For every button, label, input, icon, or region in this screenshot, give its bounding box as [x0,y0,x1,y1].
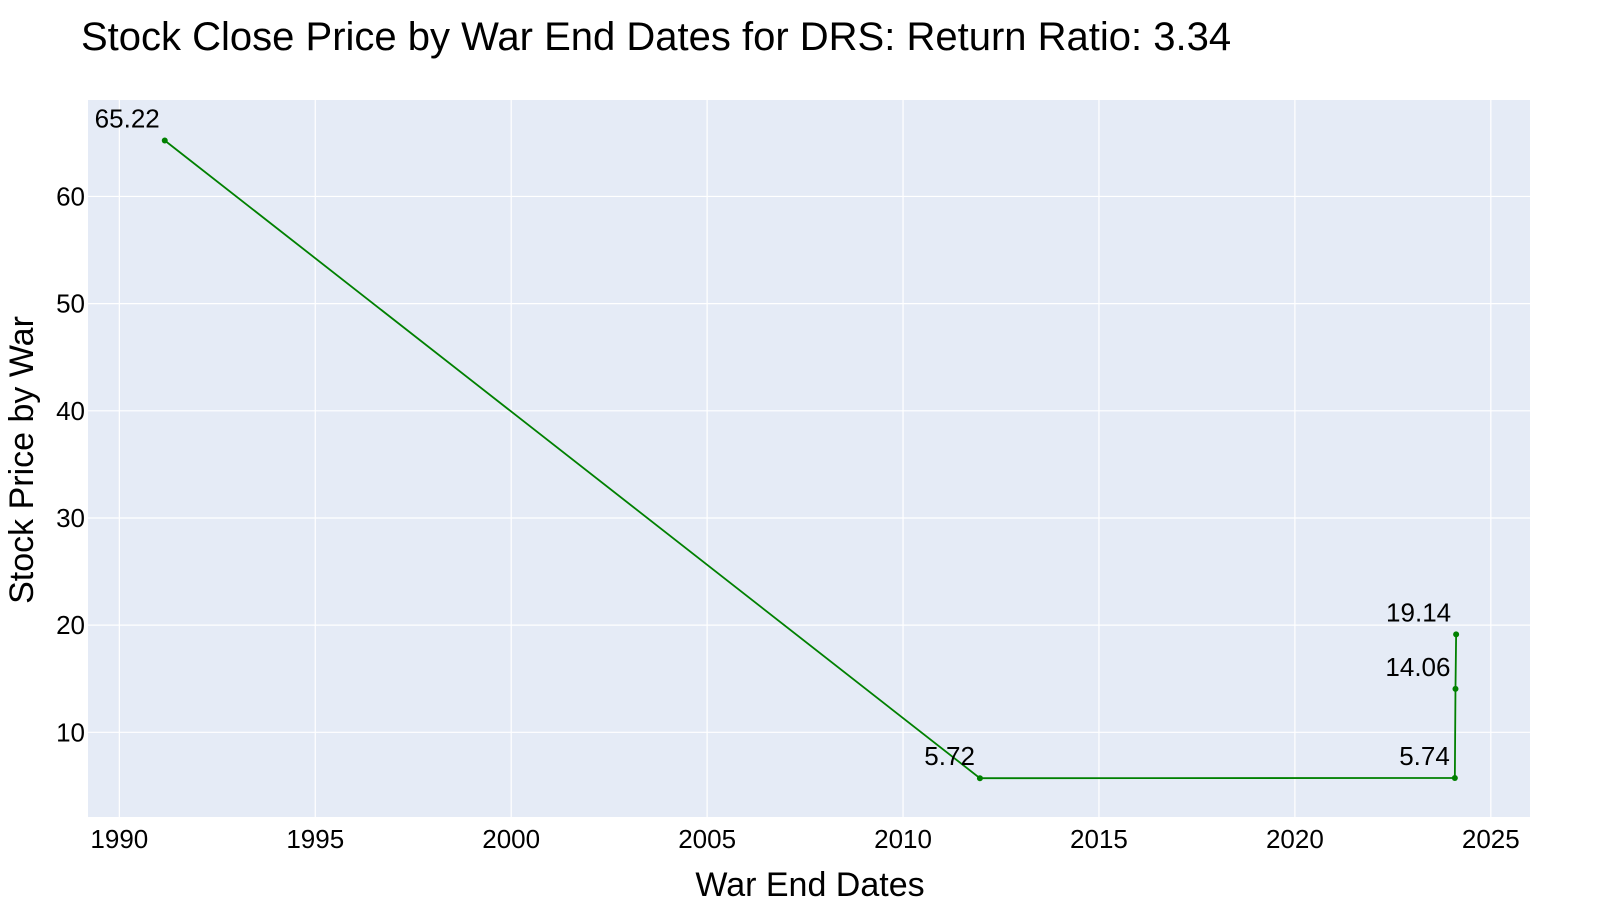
y-tick-label: 10 [56,717,85,747]
chart-title: Stock Close Price by War End Dates for D… [81,15,1231,59]
y-tick-label: 50 [56,289,85,319]
data-label-layer: 65.22 5.72 5.74 14.06 19.14 [95,104,1451,772]
plot-area [88,100,1530,817]
x-tick-label: 2000 [482,824,540,854]
x-axis-title: War End Dates [695,866,924,900]
data-point [161,137,168,144]
y-tick-label: 30 [56,503,85,533]
data-label: 14.06 [1385,652,1450,682]
x-tick-label: 1995 [286,824,344,854]
grid-layer [88,100,1530,817]
y-tick-label: 40 [56,396,85,426]
data-label: 19.14 [1386,597,1451,627]
x-tick-label: 2010 [874,824,932,854]
x-tick-label: 2020 [1266,824,1324,854]
x-tick-label: 2015 [1070,824,1128,854]
x-tick-label: 2005 [678,824,736,854]
series-layer [161,137,1460,782]
data-label: 5.74 [1399,741,1450,771]
data-point [1452,685,1459,692]
x-tick-label: 1990 [90,824,148,854]
data-point [976,775,983,782]
y-tick-label: 60 [56,181,85,211]
data-point [1453,631,1460,638]
y-tick-label: 20 [56,610,85,640]
data-point [1451,774,1458,781]
y-axis-title: Stock Price by War [3,316,41,604]
data-label: 5.72 [924,741,975,771]
x-tick-label: 2025 [1462,824,1520,854]
data-label: 65.22 [95,104,160,134]
tick-label-layer: 1990 1995 2000 2005 2010 2015 2020 2025 10 20 30 40… [56,181,1520,854]
